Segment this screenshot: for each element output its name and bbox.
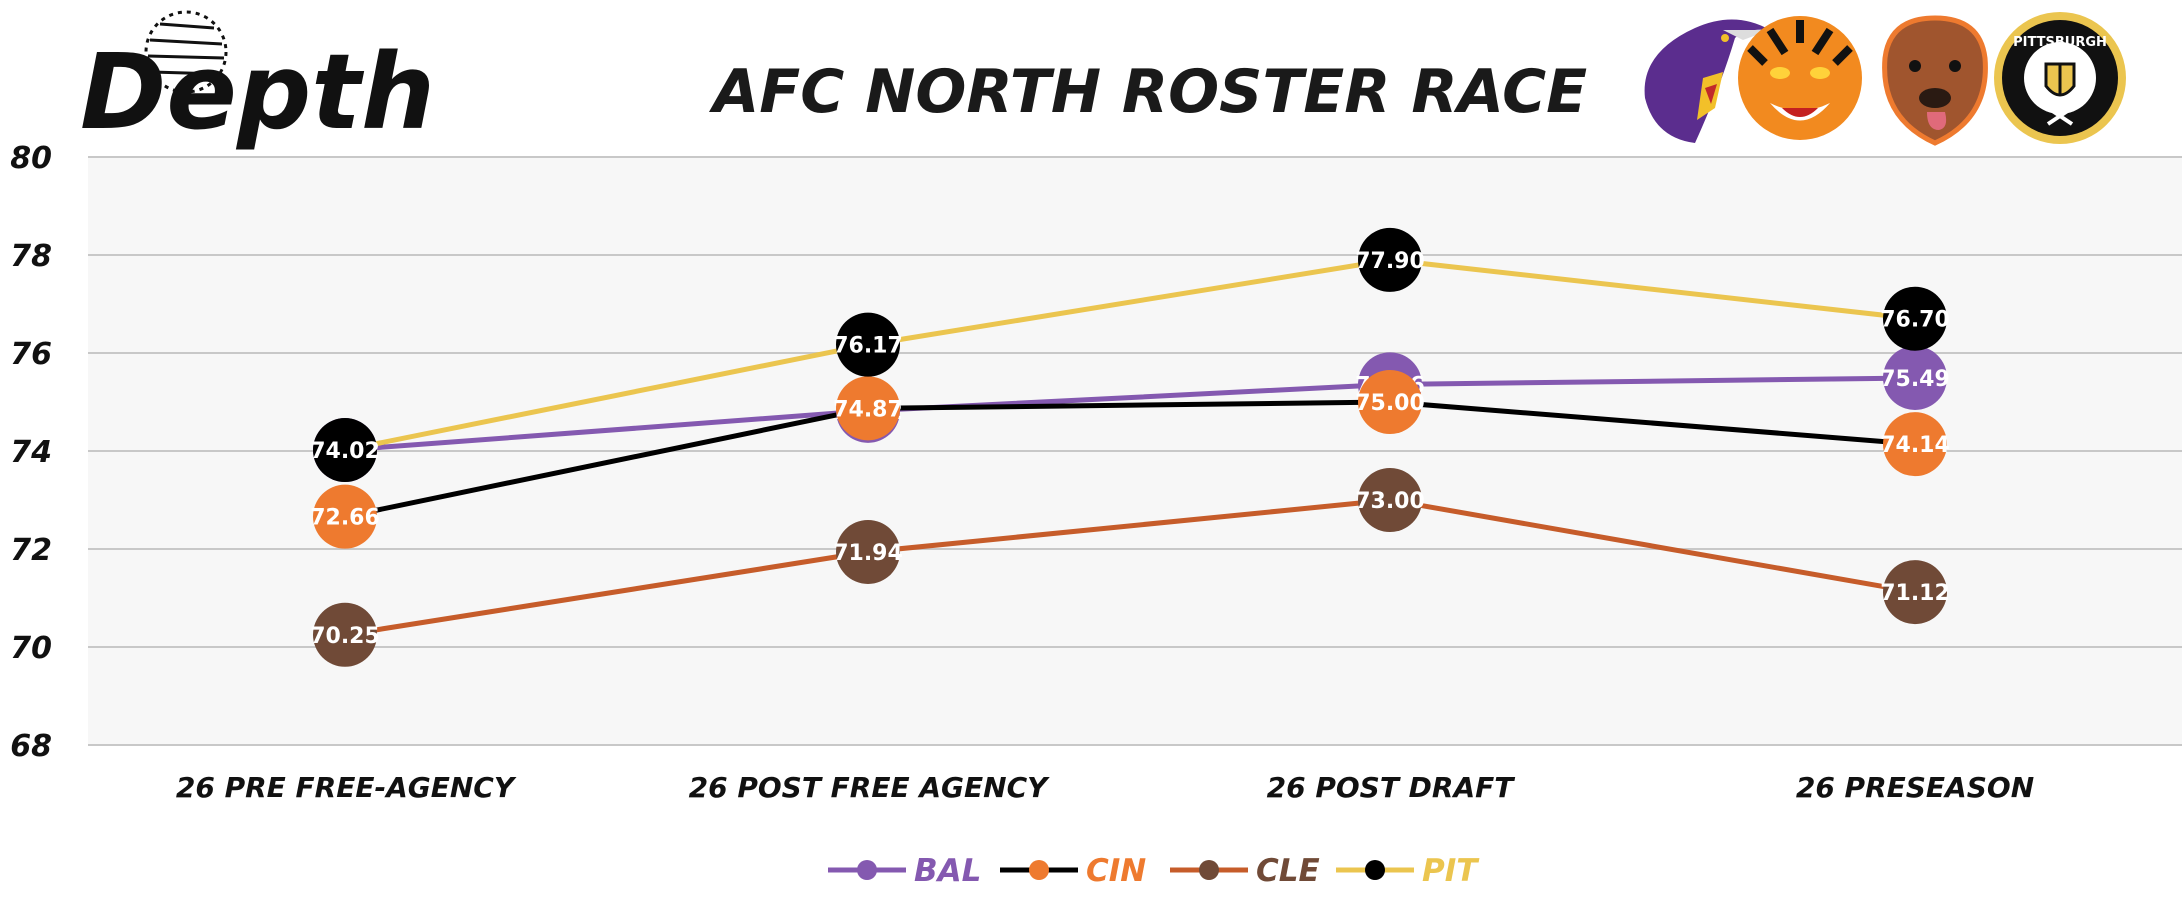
x-axis: 26 PRE FREE-AGENCY 26 POST FREE AGENCY 26 … (176, 771, 2034, 804)
data-label-pit: 77.90 (1355, 249, 1425, 274)
legend-label-pit: PIT (1422, 853, 1480, 889)
microphone-icon (144, 10, 228, 94)
y-tick-label: 70 (10, 631, 52, 666)
x-tick-label: 26 POST FREE AGENCY (689, 771, 1051, 804)
raven-logo (1644, 19, 1770, 143)
legend-label-cle: CLE (1256, 853, 1320, 889)
series-line-cle (342, 497, 1918, 638)
y-tick-label: 72 (10, 533, 52, 568)
depth-logo: Depth (80, 10, 435, 153)
data-label-cin: 72.66 (310, 506, 380, 531)
point-bal (1883, 345, 1947, 410)
legend-marker-cle (1199, 860, 1219, 880)
pittsburgh-logo: PITTSBURGH (1994, 12, 2126, 144)
y-tick-label: 78 (10, 239, 52, 274)
y-tick-label: 80 (10, 141, 52, 176)
point-pit (1883, 286, 1947, 351)
point-cin (1883, 412, 1947, 477)
series-lines (342, 257, 1918, 638)
grid (88, 156, 2182, 746)
series-line-cin (342, 399, 1918, 520)
series-line-bal (342, 375, 1918, 453)
data-label-bal: 75.49 (1880, 367, 1950, 392)
legend-label-cin: CIN (1086, 853, 1146, 889)
point-cin (836, 376, 900, 441)
point-cle (1358, 468, 1422, 532)
legend-label-bal: BAL (914, 853, 981, 889)
data-label-cin: 75.00 (1355, 391, 1425, 416)
data-label-cle: 70.25 (310, 624, 380, 649)
y-tick-label: 68 (10, 729, 52, 764)
point-cle (836, 519, 900, 584)
point-pit (313, 418, 377, 483)
legend-marker-pit (1365, 860, 1385, 880)
data-label-cin: 74.87 (833, 397, 903, 422)
series-points: 74.0274.8275.3675.4972.6674.8775.0074.14… (310, 227, 1950, 667)
point-pit (836, 312, 900, 377)
logo-text: Depth (80, 31, 435, 153)
data-label-pit: 76.70 (1880, 308, 1950, 333)
data-label-cin: 74.14 (1880, 433, 1950, 458)
data-label-pit: 74.02 (310, 439, 380, 464)
y-tick-label: 74 (10, 435, 52, 470)
x-tick-label: 26 PRE FREE-AGENCY (176, 771, 517, 804)
pittsburgh-logo-text: PITTSBURGH (2013, 35, 2107, 50)
x-tick-label: 26 PRESEASON (1796, 771, 2034, 804)
point-pit (1358, 227, 1422, 292)
legend: BAL CIN CLE PIT (828, 853, 1480, 889)
point-cin (313, 484, 377, 549)
x-tick-label: 26 POST DRAFT (1267, 771, 1516, 804)
dog-logo (1882, 15, 1988, 146)
legend-marker-bal (857, 860, 877, 880)
point-cle (313, 602, 377, 667)
data-label-cle: 71.12 (1880, 581, 1950, 606)
point-cin (1358, 370, 1422, 434)
data-label-cle: 71.94 (833, 541, 903, 566)
data-label-cle: 73.00 (1355, 489, 1425, 514)
chart-title: AFC NORTH ROSTER RACE (709, 57, 1587, 127)
legend-marker-cin (1029, 860, 1049, 880)
y-axis: 68 70 72 74 76 78 80 (10, 141, 52, 764)
tiger-logo (1738, 16, 1862, 140)
series-line-pit (342, 257, 1918, 453)
point-cle (1883, 560, 1947, 625)
data-label-pit: 76.17 (833, 334, 903, 359)
y-tick-label: 76 (10, 337, 52, 372)
